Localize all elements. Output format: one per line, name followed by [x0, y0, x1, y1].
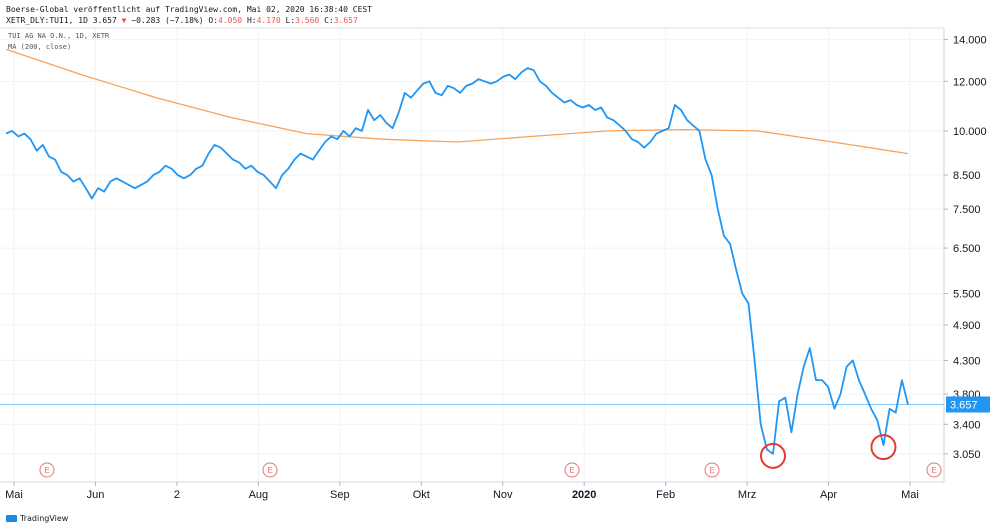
low-value: 3.560: [295, 16, 320, 25]
y-tick-label: 10.000: [953, 126, 987, 138]
last-price-text: 3.657: [950, 399, 978, 411]
earnings-marker-label: E: [931, 466, 936, 475]
tradingview-branding[interactable]: TradingView: [6, 514, 68, 523]
x-tick-label: Sep: [330, 489, 350, 501]
price-series: [5, 67, 909, 455]
earnings-marker[interactable]: [262, 462, 278, 478]
close-label: C:: [324, 16, 334, 25]
y-axis-labels: 14.000 12.000 10.000 8.500 7.500 6.500 5.500 4.…: [944, 34, 987, 461]
ma-legend[interactable]: MA (200, close): [8, 43, 72, 51]
price-line: [5, 67, 909, 455]
earnings-marker-label: E: [709, 466, 714, 475]
x-tick-label: Apr: [820, 489, 837, 501]
ohlc-header: XETR_DLY:TUI1, 1D 3.657 ▼ −0.283 (−7.18%…: [6, 16, 358, 25]
earnings-marker[interactable]: [39, 462, 55, 478]
chart-grid: [0, 28, 944, 482]
y-tick-label: 6.500: [953, 243, 981, 255]
down-arrow-icon: ▼: [121, 16, 127, 25]
low-label: L:: [285, 16, 296, 25]
earnings-marker[interactable]: [564, 462, 580, 478]
x-tick-label: 2020: [572, 489, 596, 501]
x-tick-label: Aug: [249, 489, 269, 501]
change-value: −0.283 (−7.18%): [131, 16, 204, 25]
x-tick-label: 2: [174, 489, 180, 501]
last-value: 3.657: [92, 16, 117, 25]
x-tick-label: Mrz: [738, 489, 756, 501]
last-price-label: 3.657: [946, 396, 990, 413]
x-axis-labels: Mai Jun 2 Aug Sep Okt Nov 2020 Feb Mrz Apr Mai: [5, 482, 919, 501]
earnings-marker[interactable]: [704, 462, 720, 478]
x-tick-label: Nov: [493, 489, 513, 501]
high-value: 4.170: [256, 16, 281, 25]
brand-name: TradingView: [20, 514, 69, 523]
y-tick-label: 7.500: [953, 204, 981, 216]
highlight-circles: [760, 434, 897, 469]
ma-line: [5, 48, 909, 155]
high-label: H:: [246, 16, 257, 25]
earnings-marker-label: E: [569, 466, 574, 475]
y-tick-label: 4.300: [953, 355, 981, 367]
highlight-circle: [870, 434, 897, 461]
earnings-marker-label: E: [44, 466, 49, 475]
x-tick-label: Feb: [656, 489, 675, 501]
open-label: O:: [208, 16, 219, 25]
y-tick-label: 8.500: [953, 170, 981, 182]
symbol-label: XETR_DLY:TUI1, 1D: [6, 16, 88, 25]
close-value: 3.657: [333, 16, 358, 25]
y-tick-label: 3.400: [953, 419, 981, 431]
tradingview-logo-icon: [6, 515, 17, 522]
y-tick-label: 5.500: [953, 288, 981, 300]
x-tick-label: Mai: [901, 489, 919, 501]
earnings-marker-label: E: [267, 466, 272, 475]
last-price-box: [946, 396, 990, 413]
y-tick-label: 3.050: [953, 449, 981, 461]
x-tick-label: Jun: [87, 489, 105, 501]
ma-series: [5, 48, 909, 155]
earnings-marker[interactable]: [926, 462, 942, 478]
x-tick-label: Mai: [5, 489, 23, 501]
x-tick-label: Okt: [413, 489, 430, 501]
series-legend[interactable]: TUI AG NA O.N., 1D, XETR: [8, 32, 110, 40]
open-value: 4.050: [218, 16, 243, 25]
y-tick-label: 4.900: [953, 320, 981, 332]
publish-info: Boerse-Global veröffentlicht auf Trading…: [6, 5, 373, 14]
highlight-circle: [760, 442, 787, 469]
y-tick-label: 12.000: [953, 76, 987, 88]
y-tick-label: 14.000: [953, 34, 987, 46]
